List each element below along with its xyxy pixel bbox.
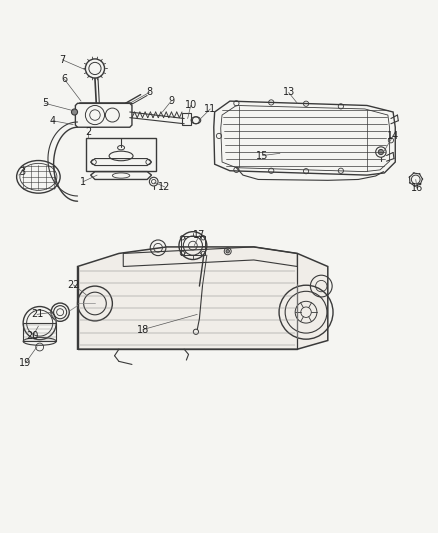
Polygon shape: [78, 247, 328, 349]
Text: 22: 22: [67, 280, 79, 290]
Text: 1: 1: [80, 176, 86, 187]
Text: 6: 6: [61, 75, 67, 84]
Text: 17: 17: [193, 230, 205, 240]
Text: 16: 16: [411, 183, 423, 193]
Text: 14: 14: [387, 131, 399, 141]
Text: 13: 13: [283, 87, 295, 98]
Text: 12: 12: [159, 182, 171, 192]
Text: 7: 7: [59, 55, 65, 65]
Circle shape: [71, 109, 78, 115]
Text: 15: 15: [256, 150, 268, 160]
Text: 19: 19: [19, 358, 32, 368]
Circle shape: [378, 149, 384, 155]
Bar: [182, 114, 191, 125]
Circle shape: [226, 249, 230, 253]
Text: 3: 3: [19, 167, 25, 176]
Text: 9: 9: [168, 96, 174, 106]
Text: 8: 8: [146, 87, 152, 98]
Text: 4: 4: [49, 116, 56, 126]
Bar: [23, 323, 56, 341]
Text: 2: 2: [85, 126, 92, 136]
Bar: [86, 138, 156, 171]
Text: 18: 18: [137, 325, 149, 335]
Text: 20: 20: [27, 331, 39, 341]
Text: 21: 21: [31, 309, 43, 319]
Text: 11: 11: [204, 104, 216, 114]
Bar: [181, 236, 205, 255]
Text: 5: 5: [42, 98, 48, 108]
Text: 10: 10: [184, 100, 197, 110]
